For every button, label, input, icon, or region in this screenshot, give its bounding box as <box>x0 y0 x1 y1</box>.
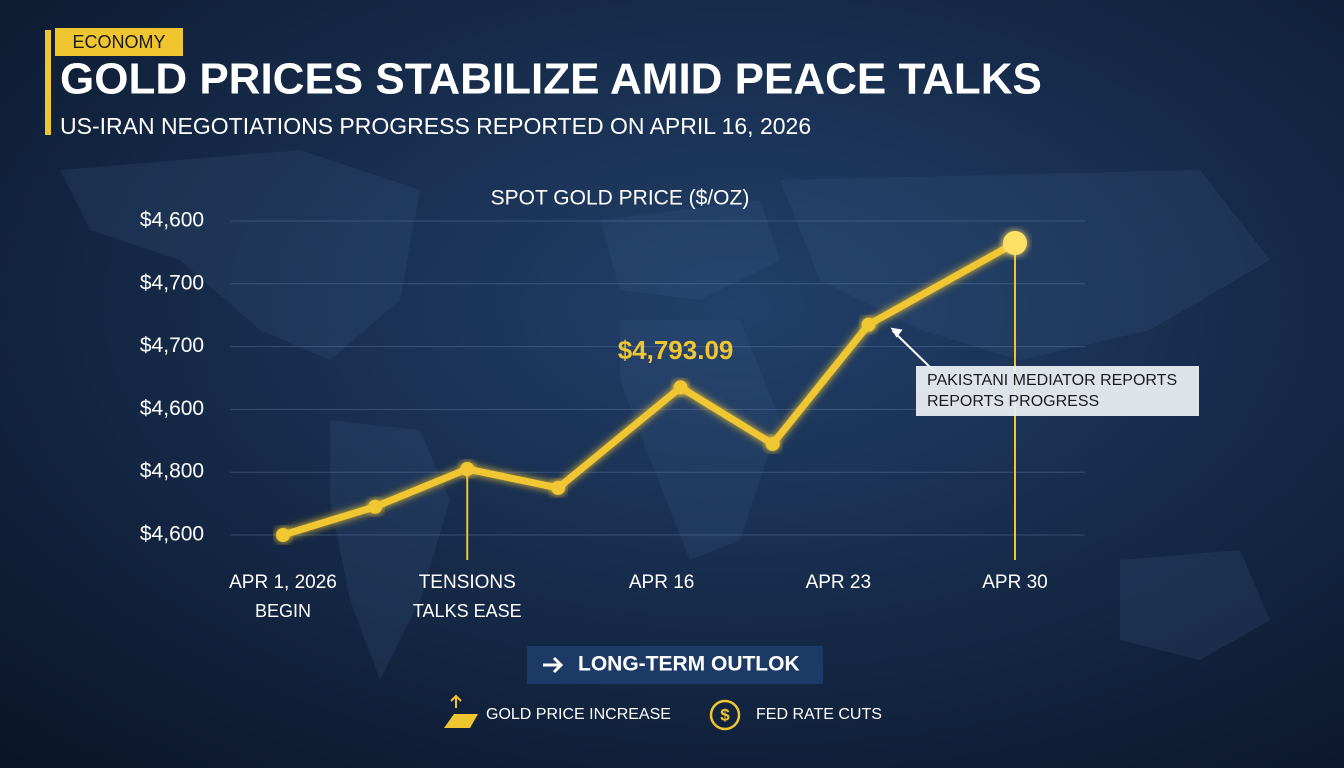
callout-arrowhead <box>890 327 903 338</box>
y-tick-label: $4,800 <box>140 460 204 483</box>
callout-text: PAKISTANI MEDIATOR REPORTS <box>927 372 1177 389</box>
dollar-icon <box>709 699 741 731</box>
data-point <box>765 436 780 451</box>
x-tick-label: TENSIONS <box>419 572 516 593</box>
data-point <box>1003 230 1027 255</box>
x-tick-label: APR 1, 2026 <box>229 572 337 593</box>
callout-text: REPORTS PROGRESS <box>927 393 1099 410</box>
legend-label: FED RATE CUTS <box>756 706 882 723</box>
y-tick-label: $4,600 <box>140 209 204 232</box>
y-tick-label: $4,600 <box>140 397 204 420</box>
gold-bar-icon <box>444 714 478 728</box>
data-point <box>551 480 566 495</box>
legend: GOLD PRICE INCREASE $ FED RATE CUTS <box>444 694 882 731</box>
price-line <box>279 239 1019 539</box>
data-point <box>673 380 688 395</box>
data-point <box>861 317 876 332</box>
chart-title: SPOT GOLD PRICE ($/OZ) <box>491 187 750 210</box>
outlook-button[interactable]: LONG-TERM OUTLOK <box>527 646 823 684</box>
dollar-sign: $ <box>720 705 730 724</box>
x-tick-label: APR 16 <box>629 572 694 593</box>
y-tick-label: $4,700 <box>140 271 204 294</box>
data-point <box>276 528 290 542</box>
legend-label: GOLD PRICE INCREASE <box>486 706 671 723</box>
subtitle: US-IRAN NEGOTIATIONS PROGRESS REPORTED O… <box>60 113 811 139</box>
data-point <box>460 462 475 477</box>
y-tick-label: $4,700 <box>140 334 204 357</box>
button-box[interactable] <box>527 646 823 684</box>
price-annotation: $4,793.09 <box>618 335 734 365</box>
tag: ECONOMY <box>72 32 165 52</box>
x-tick-label: APR 23 <box>806 572 871 593</box>
y-tick-label: $4,600 <box>140 523 204 546</box>
x-tick-note: TALKS EASE <box>413 601 522 621</box>
button-label[interactable]: LONG-TERM OUTLOK <box>578 653 800 676</box>
x-tick-note: BEGIN <box>255 601 311 621</box>
tag-box <box>55 28 183 56</box>
callout-arrow <box>891 329 936 373</box>
accent-bar <box>45 30 51 135</box>
button-arrow <box>543 656 564 674</box>
x-tick-label: APR 30 <box>982 572 1047 593</box>
up-arrow-icon <box>450 694 462 708</box>
callout-box <box>916 366 1199 416</box>
data-point <box>368 499 383 514</box>
title: GOLD PRICES STABILIZE AMID PEACE TALKS <box>60 55 1042 104</box>
